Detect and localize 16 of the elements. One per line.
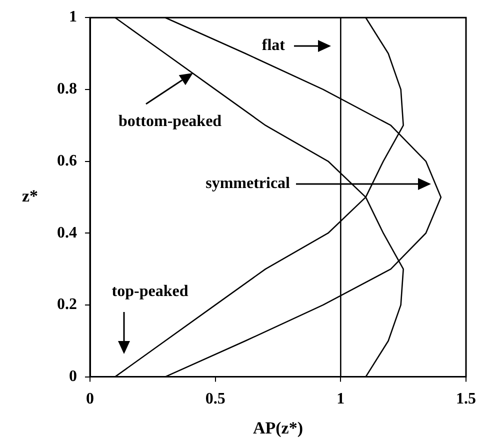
x-tick-label: 0 [86,390,94,408]
annotation: flat [262,37,286,54]
annotation: symmetrical [206,175,291,192]
y-tick-label: 0 [69,368,77,385]
y-tick-label: 0.4 [57,224,77,242]
annotation: top-peaked [112,283,188,300]
x-tick-label: 1.5 [456,390,476,408]
annotation: bottom-peaked [118,113,222,130]
y-tick-label: 1 [69,8,77,26]
x-axis-title: AP(z*) [252,418,304,438]
x-tick-label: 1 [336,390,345,408]
y-tick-label: 0.2 [57,296,77,314]
y-axis-title: z* [22,186,38,206]
y-tick-label: 0.8 [57,80,77,98]
y-tick-label: 0.6 [57,152,77,170]
x-tick-label: 0.5 [205,390,226,408]
